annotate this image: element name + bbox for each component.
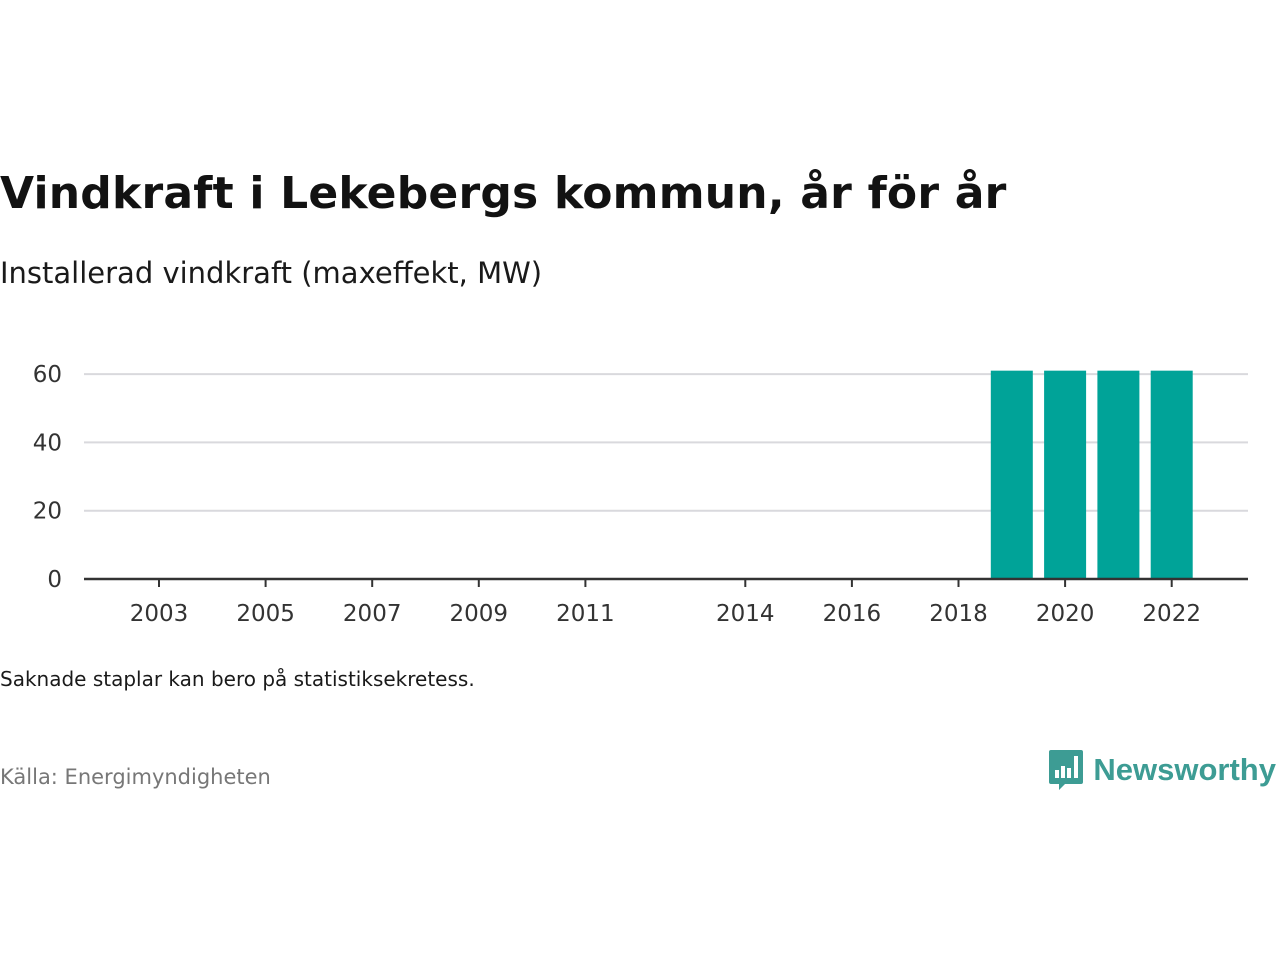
chart-title: Vindkraft i Lekebergs kommun, år för år xyxy=(0,168,1007,219)
chart-subtitle: Installerad vindkraft (maxeffekt, MW) xyxy=(0,256,543,290)
bar-chart-speech-bubble-icon xyxy=(1049,750,1084,790)
y-tick-label: 60 xyxy=(33,362,62,388)
x-tick-label: 2014 xyxy=(716,601,775,627)
x-tick-label: 2020 xyxy=(1036,601,1095,627)
x-tick-label: 2018 xyxy=(929,601,988,627)
y-tick-label: 0 xyxy=(47,567,62,593)
x-tick-label: 2007 xyxy=(343,601,402,627)
bar-chart: 0 20 40 60 2003 2005 2007 2009 2011 2014 2016 2018… xyxy=(33,362,1248,627)
x-tick-label: 2011 xyxy=(556,601,615,627)
bar xyxy=(1097,370,1140,579)
x-tick-label: 2016 xyxy=(823,601,882,627)
y-tick-label: 40 xyxy=(33,430,62,456)
bar xyxy=(1044,370,1087,579)
x-tick-label: 2003 xyxy=(130,601,189,627)
x-axis: 2003 2005 2007 2009 2011 2014 2016 2018 2020 2022 xyxy=(84,577,1248,627)
bar xyxy=(990,370,1033,579)
bar xyxy=(1150,370,1193,579)
brand-name: Newsworthy xyxy=(1093,752,1276,787)
bars xyxy=(990,370,1193,579)
x-tick-label: 2009 xyxy=(450,601,509,627)
y-tick-label: 20 xyxy=(33,499,62,525)
x-tick-label: 2022 xyxy=(1142,601,1201,627)
x-tick-label: 2005 xyxy=(236,601,295,627)
source-label: Källa: Energimyndigheten xyxy=(0,765,271,789)
y-axis: 0 20 40 60 xyxy=(33,362,62,593)
footnote: Saknade staplar kan bero på statistiksek… xyxy=(0,667,475,691)
brand-logo: Newsworthy xyxy=(1047,748,1276,792)
